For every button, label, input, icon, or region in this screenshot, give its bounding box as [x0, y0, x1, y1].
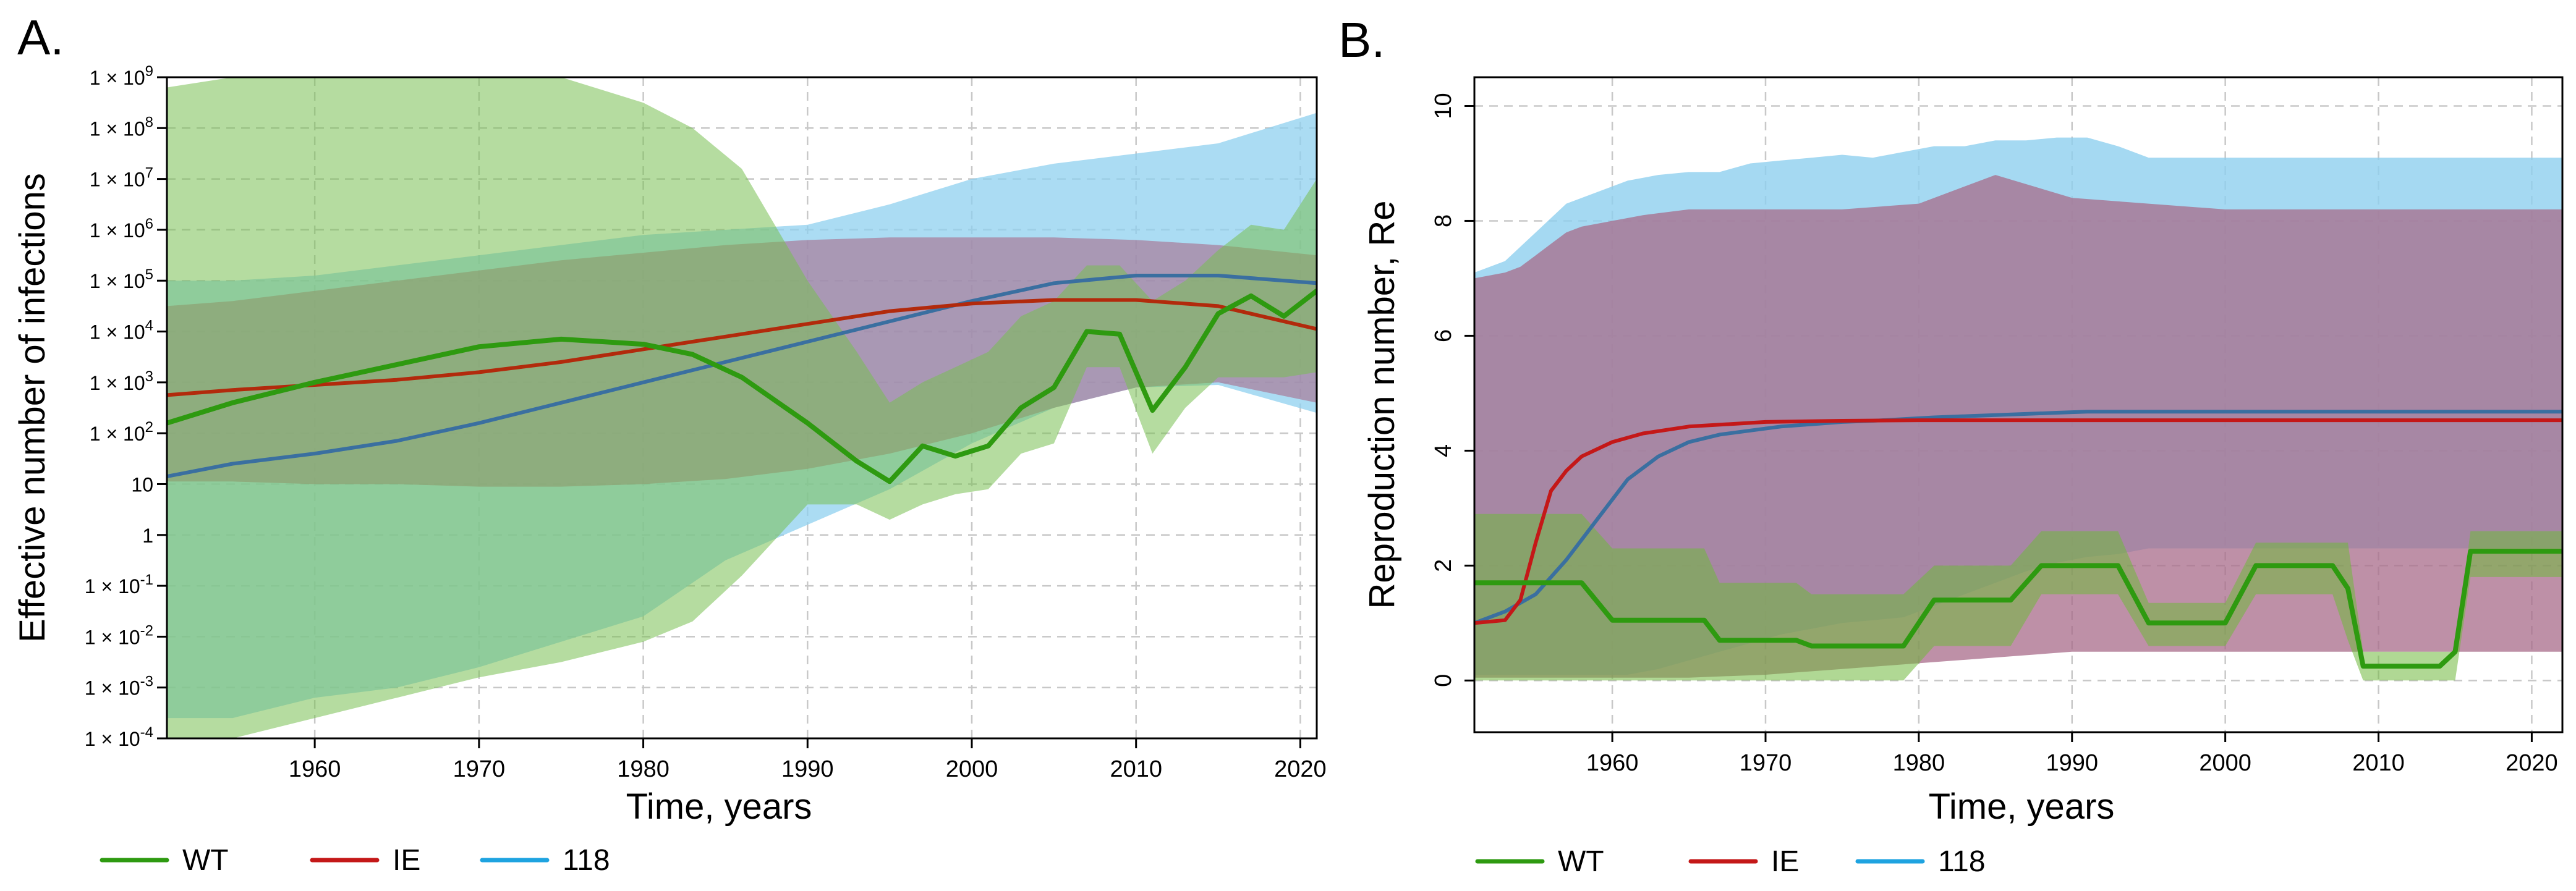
panel-a-ytick-label-12: 1 × 108 [90, 114, 153, 140]
panel-b-ylabel: Reproduction number, Re [1362, 201, 1402, 609]
panel-a-ytick-label-9: 1 × 105 [90, 266, 153, 292]
panel-b-line-wt [1474, 549, 2562, 669]
panel-a-ytick-label-1: 1 × 10-3 [85, 674, 153, 699]
panel-b-xtick-label-3: 1990 [2046, 750, 2098, 776]
panel-a-ytick-label-6: 1 × 102 [90, 419, 153, 445]
panel-b-ytick-label-3: 6 [1430, 329, 1456, 342]
panel-a-band-wt [167, 77, 1317, 738]
panel-a-line-wt [167, 288, 1317, 484]
panel-a-ytick-label-0: 1 × 10-4 [85, 724, 153, 750]
panel-a-ytick-label-11: 1 × 107 [90, 165, 153, 191]
panel-b-xtick-label-4: 2000 [2199, 750, 2251, 776]
panel-b-legend-label-118: 118 [1938, 845, 1986, 878]
panel-b-series [1474, 137, 2562, 681]
panel-b-xtick-label-1: 1970 [1740, 750, 1792, 776]
panel-a-xtick-label-0: 1960 [289, 756, 341, 782]
panel-a-frame [166, 76, 1318, 740]
panel-b-legend-label-wt: WT [1558, 845, 1604, 878]
panel-b-ytick-label-2: 4 [1430, 444, 1456, 457]
panel-b-ytick-label-1: 2 [1430, 559, 1456, 572]
panel-a-ytick-label-8: 1 × 104 [90, 318, 153, 344]
panel-a-xtick-label-6: 2020 [1274, 756, 1327, 782]
panel-a-ytick-label-10: 1 × 106 [90, 216, 153, 242]
panel-a-xlabel: Time, years [626, 787, 812, 827]
panel-a-ytick-label-2: 1 × 10-2 [85, 622, 153, 648]
panel-a-xtick-label-4: 2000 [946, 756, 998, 782]
panel-b-xlabel: Time, years [1929, 787, 2115, 827]
panel-b-frame [1473, 76, 2564, 733]
panel-a-xtick-label-5: 2010 [1110, 756, 1162, 782]
panel-a-ylabel: Effective number of infections [12, 173, 53, 643]
panel-b-line-ie [1474, 418, 2562, 625]
panel-a-xtick-label-2: 1980 [617, 756, 670, 782]
panel-a-ytick-label-7: 1 × 103 [90, 368, 153, 394]
panel-a-legend-label-118: 118 [563, 844, 610, 877]
panel-b-xtick-label-0: 1960 [1586, 750, 1639, 776]
panel-b: B. 1960 1970 1980 1990 2000 2010 2020 0 2 4 6 8 10 T… [1338, 12, 2564, 827]
panel-a-legend-label-wt: WT [182, 844, 229, 877]
panel-b-xtick-label-6: 2020 [2506, 750, 2558, 776]
panel-b-legend: WT IE 118 [1475, 845, 1986, 878]
panel-a-axes: 1960 1970 1980 1990 2000 2010 2020 1 × 10-4 1 × … [85, 63, 1327, 782]
panel-b-letter: B. [1338, 12, 1385, 67]
panel-b-ytick-label-4: 8 [1430, 214, 1456, 227]
panel-b-legend-label-ie: IE [1771, 845, 1799, 878]
panel-b-xtick-label-5: 2010 [2352, 750, 2405, 776]
panel-b-axes: 1960 1970 1980 1990 2000 2010 2020 0 2 4 6 8 10 [1430, 93, 2558, 776]
panel-a-xtick-label-1: 1970 [453, 756, 506, 782]
panel-b-xtick-label-2: 1980 [1893, 750, 1945, 776]
panel-a-xtick-label-3: 1990 [781, 756, 834, 782]
panel-a-line-ie [167, 298, 1317, 397]
panel-b-ytick-label-0: 0 [1430, 674, 1456, 687]
panel-a-letter: A. [17, 10, 64, 65]
panel-a-legend: WT IE 118 [100, 844, 610, 877]
panel-a-legend-label-ie: IE [393, 844, 420, 877]
panel-a-ytick-label-13: 1 × 109 [90, 63, 153, 89]
panel-b-ytick-label-5: 10 [1430, 93, 1456, 119]
panel-a-ytick-label-4: 1 [142, 525, 153, 547]
panel-a-line-118 [167, 274, 1317, 479]
panel-a-ytick-label-3: 1 × 10-1 [85, 572, 153, 598]
panel-a-ytick-label-5: 10 [131, 473, 153, 496]
panel-a-series [167, 77, 1317, 738]
